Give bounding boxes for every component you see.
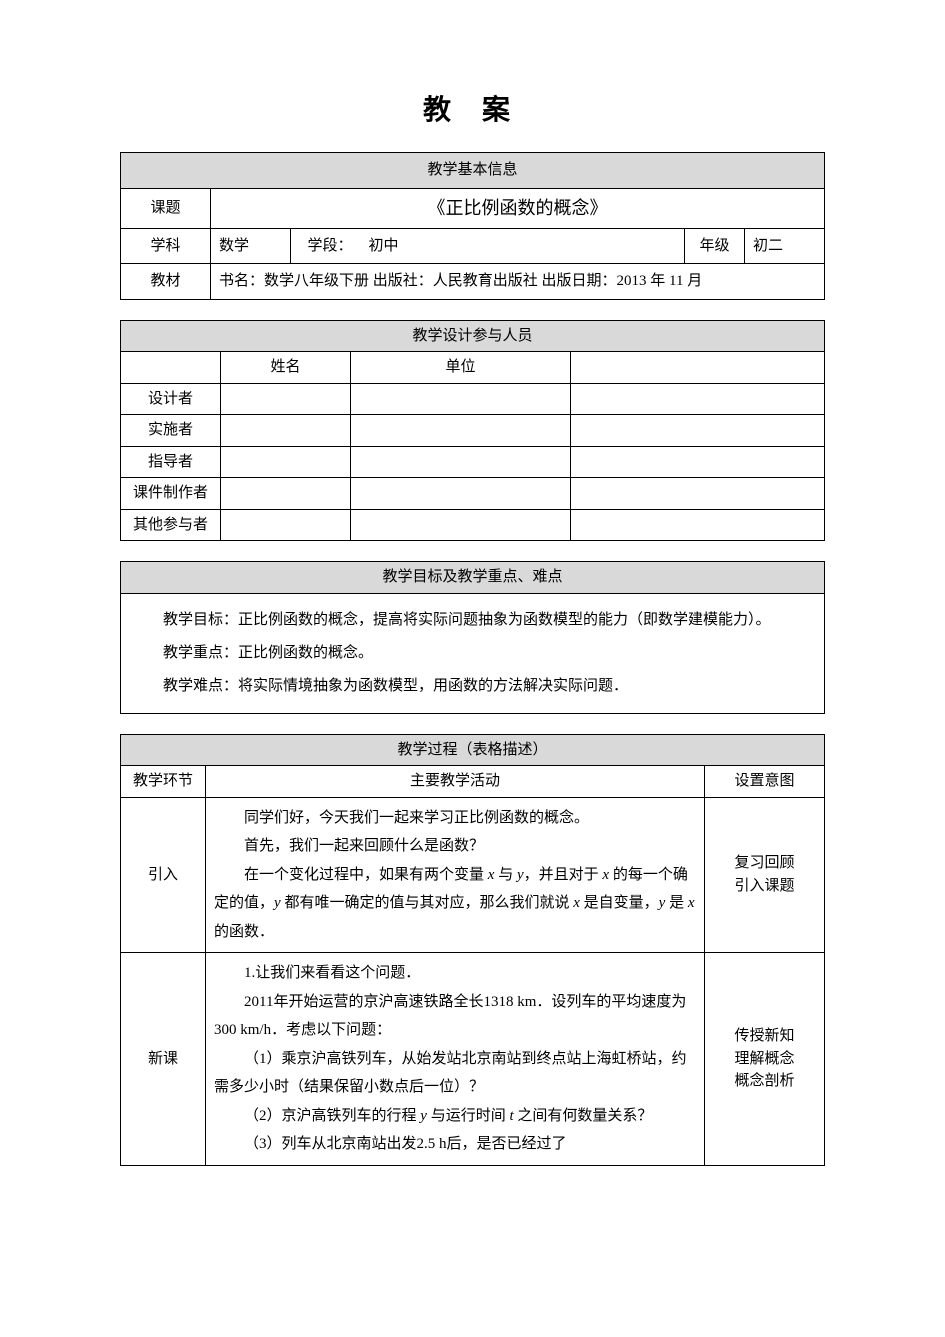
basic-info-header: 教学基本信息 bbox=[121, 153, 825, 189]
nl-line4: （2）京沪高铁列车的行程 y 与运行时间 t 之间有何数量关系？ bbox=[214, 1102, 696, 1131]
table-row: 实施者 bbox=[121, 415, 825, 447]
textbook-label: 教材 bbox=[121, 264, 211, 300]
nl-line1: 1.让我们来看看这个问题． bbox=[214, 959, 696, 988]
implementer-label: 实施者 bbox=[121, 415, 221, 447]
intro-purpose: 复习回顾 引入课题 bbox=[705, 797, 825, 953]
cell bbox=[221, 383, 351, 415]
cell bbox=[351, 415, 571, 447]
courseware-label: 课件制作者 bbox=[121, 478, 221, 510]
nl-purpose-1: 传授新知 bbox=[713, 1025, 816, 1048]
intro-purpose-2: 引入课题 bbox=[713, 875, 816, 898]
focus-text: 教学重点：正比例函数的概念。 bbox=[133, 637, 812, 670]
process-activity-header: 主要教学活动 bbox=[206, 766, 705, 798]
participants-table: 教学设计参与人员 姓名 单位 设计者 实施者 指导者 课件制作者 其他参与者 bbox=[120, 320, 825, 542]
nl-line5: （3）列车从北京南站出发2.5 h后，是否已经过了 bbox=[214, 1130, 696, 1159]
new-lesson-purpose: 传授新知 理解概念 概念剖析 bbox=[705, 953, 825, 1166]
intro-line2: 首先，我们一起来回顾什么是函数？ bbox=[214, 832, 696, 861]
subject-value: 数学 bbox=[211, 228, 291, 264]
table-row: 设计者 bbox=[121, 383, 825, 415]
textbook-value: 书名：数学八年级下册 出版社：人民教育出版社 出版日期：2013 年 11 月 bbox=[211, 264, 825, 300]
participants-name-header: 姓名 bbox=[221, 352, 351, 384]
intro-line3: 在一个变化过程中，如果有两个变量 x 与 y，并且对于 x 的每一个确定的值，y… bbox=[214, 861, 696, 947]
intro-purpose-1: 复习回顾 bbox=[713, 852, 816, 875]
participants-header: 教学设计参与人员 bbox=[121, 320, 825, 352]
grade-label: 年级 bbox=[685, 228, 745, 264]
stage-label: 学段： bbox=[291, 228, 361, 264]
cell bbox=[221, 509, 351, 541]
cell bbox=[571, 509, 825, 541]
basic-info-table: 教学基本信息 课题 《正比例函数的概念》 学科 数学 学段： 初中 年级 初二 … bbox=[120, 152, 825, 300]
goal-text: 教学目标：正比例函数的概念，提高将实际问题抽象为函数模型的能力（即数学建模能力）… bbox=[133, 604, 812, 637]
others-label: 其他参与者 bbox=[121, 509, 221, 541]
new-lesson-stage: 新课 bbox=[121, 953, 206, 1166]
cell bbox=[221, 446, 351, 478]
cell bbox=[351, 478, 571, 510]
process-table: 教学过程（表格描述） 教学环节 主要教学活动 设置意图 引入 同学们好，今天我们… bbox=[120, 734, 825, 1166]
nl-purpose-3: 概念剖析 bbox=[713, 1070, 816, 1093]
intro-activity: 同学们好，今天我们一起来学习正比例函数的概念。 首先，我们一起来回顾什么是函数？… bbox=[206, 797, 705, 953]
document-title: 教 案 bbox=[120, 90, 825, 132]
table-row: 课件制作者 bbox=[121, 478, 825, 510]
new-lesson-activity: 1.让我们来看看这个问题． 2011年开始运营的京沪高速铁路全长1318 km．… bbox=[206, 953, 705, 1166]
process-purpose-header: 设置意图 bbox=[705, 766, 825, 798]
cell bbox=[351, 383, 571, 415]
designer-label: 设计者 bbox=[121, 383, 221, 415]
instructor-label: 指导者 bbox=[121, 446, 221, 478]
cell bbox=[221, 415, 351, 447]
goals-header: 教学目标及教学重点、难点 bbox=[121, 562, 825, 594]
cell bbox=[221, 478, 351, 510]
subject-label: 学科 bbox=[121, 228, 211, 264]
goals-content: 教学目标：正比例函数的概念，提高将实际问题抽象为函数模型的能力（即数学建模能力）… bbox=[121, 593, 825, 713]
intro-line1: 同学们好，今天我们一起来学习正比例函数的概念。 bbox=[214, 804, 696, 833]
table-row: 其他参与者 bbox=[121, 509, 825, 541]
cell bbox=[571, 415, 825, 447]
intro-stage: 引入 bbox=[121, 797, 206, 953]
cell bbox=[351, 446, 571, 478]
cell bbox=[571, 383, 825, 415]
cell bbox=[571, 446, 825, 478]
table-row: 指导者 bbox=[121, 446, 825, 478]
cell bbox=[351, 509, 571, 541]
participants-unit-header: 单位 bbox=[351, 352, 571, 384]
grade-value: 初二 bbox=[745, 228, 825, 264]
cell bbox=[571, 478, 825, 510]
participants-blank-header bbox=[121, 352, 221, 384]
difficulty-text: 教学难点：将实际情境抽象为函数模型，用函数的方法解决实际问题． bbox=[133, 670, 812, 703]
topic-label: 课题 bbox=[121, 188, 211, 228]
topic-value: 《正比例函数的概念》 bbox=[211, 188, 825, 228]
process-stage-header: 教学环节 bbox=[121, 766, 206, 798]
nl-purpose-2: 理解概念 bbox=[713, 1048, 816, 1071]
goals-table: 教学目标及教学重点、难点 教学目标：正比例函数的概念，提高将实际问题抽象为函数模… bbox=[120, 561, 825, 714]
nl-line3: （1）乘京沪高铁列车，从始发站北京南站到终点站上海虹桥站，约需多少小时（结果保留… bbox=[214, 1045, 696, 1102]
process-header: 教学过程（表格描述） bbox=[121, 734, 825, 766]
nl-line2: 2011年开始运营的京沪高速铁路全长1318 km．设列车的平均速度为300 k… bbox=[214, 988, 696, 1045]
participants-extra-header bbox=[571, 352, 825, 384]
stage-value: 初中 bbox=[361, 228, 685, 264]
